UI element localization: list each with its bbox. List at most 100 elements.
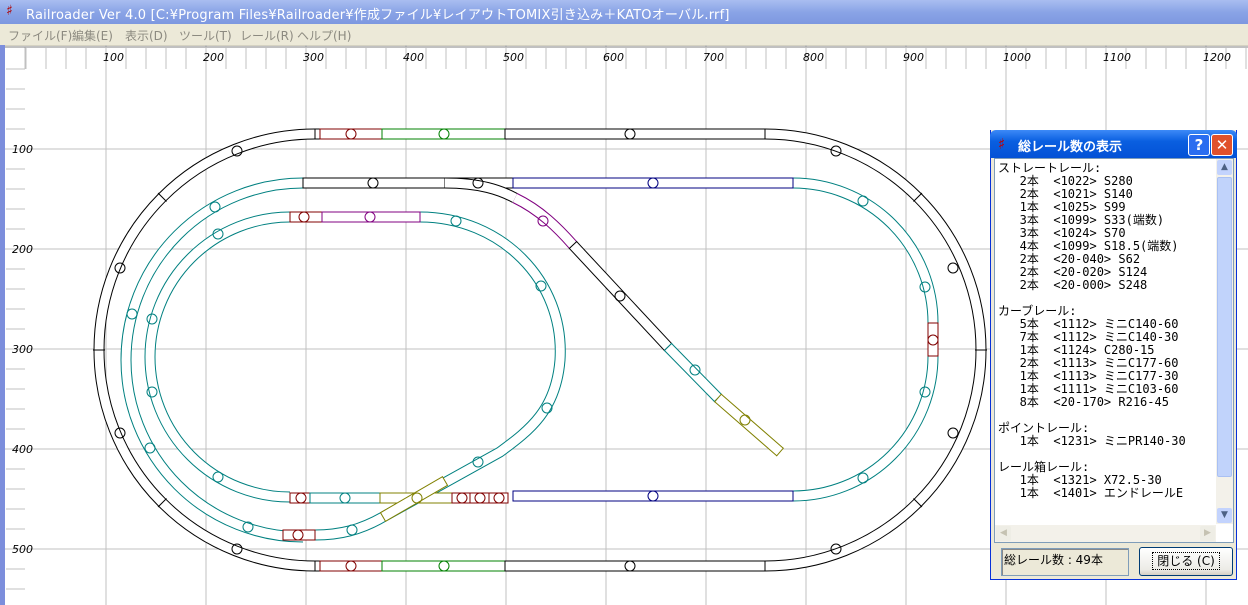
rail-marker [438,560,450,572]
close-button[interactable]: 閉じる (C) [1139,547,1233,576]
rail-marker [647,490,659,502]
rail-marker [919,281,931,293]
ruler-x-label: 600 [603,51,624,64]
rail-marker [456,492,468,504]
close-icon[interactable]: ✕ [1211,134,1233,156]
menu-bar: ファイル(F) 編集(E) 表示(D) ツール(T) レール(R) ヘルプ(H) [0,24,1248,46]
rail-marker [624,560,636,572]
rail-marker [947,427,959,439]
ruler-x-label: 1000 [1003,51,1031,64]
rail-marker [739,414,751,426]
ruler-y-label: 300 [12,343,33,356]
vertical-scrollbar[interactable]: ▲ ▼ [1216,159,1233,524]
ruler-y-label: 500 [12,543,33,556]
rail-count-line: レール箱レール: [998,460,1090,474]
top-ruler [6,47,1248,69]
rail-count-dialog: ♯ 総レール数の表示 ? ✕ ストレートレール: 2本 <1022> S280 … [990,130,1237,580]
rail-count-line: 5本 <1112> ミニC140-60 [998,317,1179,331]
rail-count-list[interactable]: ストレートレール: 2本 <1022> S280 2本 <1021> S140 … [994,158,1234,543]
rail-inner [569,241,672,351]
rail-marker [114,427,126,439]
scroll-down-icon[interactable]: ▼ [1217,508,1232,523]
rail-marker [345,128,357,140]
rail-marker [146,386,158,398]
rail-marker [830,543,842,555]
rail-icon: ♯ [998,135,1006,153]
menu-file[interactable]: ファイル(F) [8,29,73,43]
rail-marker [535,280,547,292]
rail-inner [792,355,938,501]
rail-joint [441,475,449,487]
rail-marker [927,334,939,346]
ruler-x-label: 200 [203,51,224,64]
rail-count-line: 2本 <20-040> S62 [998,252,1141,266]
scroll-right-icon[interactable]: ▶ [1200,526,1215,541]
app-icon: ♯ [6,3,13,19]
ruler-x-label: 400 [403,51,424,64]
dialog-title: 総レール数の表示 [1018,140,1123,155]
rail-inner [512,193,577,248]
rail-marker [624,128,636,140]
rail-joint [913,192,923,202]
rulers: 100 200 300 400 500 600 700 800 900 1000 1100 1200 1… [5,46,1248,605]
ruler-x-label: 700 [703,51,724,64]
rail-marker [231,145,243,157]
rail-marker [126,308,138,320]
rail-joint [776,447,784,457]
menu-help[interactable]: ヘルプ(H) [297,29,352,43]
rail-count-line: 7本 <1112> ミニC140-30 [998,330,1179,344]
rail-count-line: 1本 <1401> エンドレールE [998,486,1184,500]
rail-marker [857,195,869,207]
help-button[interactable]: ? [1188,134,1210,156]
rail-marker [345,560,357,572]
curve-rail [144,211,291,503]
total-rail-count: 総レール数 : 49本 [1001,548,1129,576]
rail-marker [346,524,358,536]
rail-joint [714,393,722,403]
dialog-title-bar[interactable]: ♯ 総レール数の表示 ? ✕ [990,130,1237,158]
rail-marker [231,543,243,555]
menu-rail[interactable]: レール(R) [240,29,294,43]
rail-count-line: 1本 <1113> ミニC177-30 [998,369,1179,383]
menu-edit[interactable]: 編集(E) [72,29,113,43]
rail-marker [339,492,351,504]
rail-joint [379,511,387,523]
rail-marker [689,364,701,376]
rail-marker [295,492,307,504]
menu-view[interactable]: 表示(D) [125,29,168,43]
rail-marker [450,215,462,227]
rail-marker [212,228,224,240]
scroll-up-icon[interactable]: ▲ [1217,160,1232,175]
scroll-left-icon[interactable]: ◀ [996,526,1011,541]
rail-count-line: 1本 <1025> S99 [998,200,1126,214]
ruler-y-label: 100 [12,143,33,156]
rail-inner [314,212,565,540]
window-border [0,45,5,605]
rail-count-line: 2本 <20-020> S124 [998,265,1148,279]
rail-marker [292,529,304,541]
rail-marker [614,290,626,302]
rail-marker [919,386,931,398]
rail-inner [444,178,518,202]
scroll-thumb[interactable] [1217,177,1232,477]
rail-marker [242,521,254,533]
rail-count-line: ストレートレール: [998,161,1102,175]
rail-count-line: 1本 <1124> C280-15 [998,343,1155,357]
rail-marker [364,211,376,223]
rail-joint [157,498,167,508]
menu-tools[interactable]: ツール(T) [179,29,232,43]
rail-count-line: 1本 <1321> X72.5-30 [998,473,1162,487]
rail-count-line: 2本 <1021> S140 [998,187,1133,201]
rail-marker [411,492,423,504]
layout-canvas[interactable]: 100 200 300 400 500 600 700 800 900 1000 1100 1200 1… [5,45,1248,605]
rail-marker [114,262,126,274]
ruler-x-label: 500 [503,51,524,64]
rail-inner [664,343,722,402]
rail-count-line: 3本 <1099> S33(端数) [998,213,1165,227]
rail-marker [212,471,224,483]
ruler-x-label: 300 [303,51,324,64]
window-title: Railroader Ver 4.0 [C:¥Program Files¥Rai… [26,8,730,23]
horizontal-scrollbar[interactable]: ◀ ▶ [995,525,1216,542]
rail-inner [715,394,783,456]
track-group [93,128,987,572]
